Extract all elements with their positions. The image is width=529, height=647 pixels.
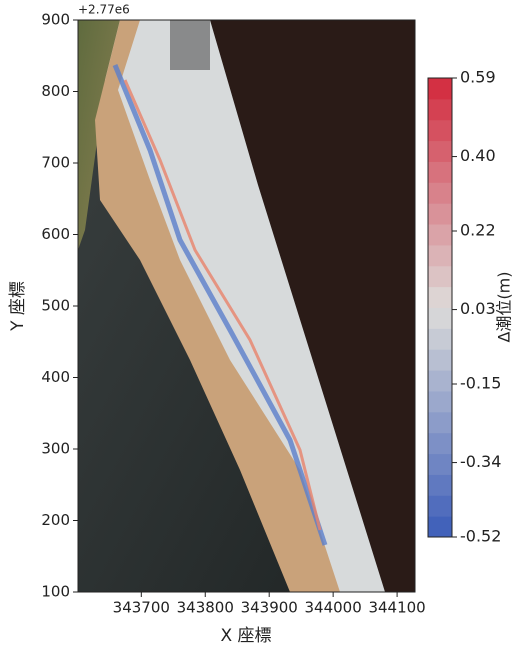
- colorbar-tick-label: -0.15: [460, 374, 501, 393]
- colorbar-tick-label: 0.59: [460, 68, 496, 87]
- x-tick-label: 343800: [177, 599, 234, 617]
- y-tick-label: 500: [41, 297, 70, 315]
- y-tick-label: 400: [41, 368, 70, 386]
- x-tick-label: 343900: [241, 599, 298, 617]
- colorbar-band: [428, 99, 452, 120]
- colorbar-band: [428, 328, 452, 349]
- colorbar-band: [428, 203, 452, 224]
- colorbar-band: [428, 391, 452, 412]
- y-axis-label: Y 座標: [8, 281, 28, 332]
- offset-text: +2.77e6: [78, 3, 130, 17]
- x-tick-label: 343700: [113, 599, 170, 617]
- colorbar-band: [428, 245, 452, 266]
- colorbar-tick-label: 0.22: [460, 221, 496, 240]
- y-tick-label: 900: [41, 11, 70, 29]
- chart: +2.77e6 X 座標 Y 座標 Δ潮位(m) 343700 343800 343…: [0, 0, 529, 647]
- colorbar: [428, 78, 452, 538]
- colorbar-band: [428, 454, 452, 475]
- colorbar-band: [428, 78, 452, 99]
- colorbar-band: [428, 141, 452, 162]
- colorbar-band: [428, 182, 452, 203]
- y-tick-label: 300: [41, 440, 70, 458]
- y-tick-label: 600: [41, 225, 70, 243]
- colorbar-tick-label: 0.03: [460, 299, 496, 318]
- colorbar-band: [428, 287, 452, 308]
- colorbar-band: [428, 120, 452, 141]
- colorbar-tick-label: -0.34: [460, 452, 501, 471]
- colorbar-band: [428, 412, 452, 433]
- x-tick-label: 344100: [368, 599, 425, 617]
- structure: [170, 20, 210, 70]
- x-axis-label: X 座標: [220, 626, 271, 646]
- y-tick-label: 700: [41, 154, 70, 172]
- colorbar-band: [428, 266, 452, 287]
- y-tick-label: 100: [41, 583, 70, 601]
- x-tick-label: 344000: [305, 599, 362, 617]
- colorbar-band: [428, 308, 452, 329]
- colorbar-band: [428, 516, 452, 537]
- colorbar-band: [428, 349, 452, 370]
- y-tick-label: 800: [41, 82, 70, 100]
- colorbar-tick-label: -0.52: [460, 527, 501, 546]
- y-tick-label: 200: [41, 511, 70, 529]
- colorbar-band: [428, 433, 452, 454]
- colorbar-band: [428, 161, 452, 182]
- map-image: [78, 20, 415, 592]
- colorbar-label: Δ潮位(m): [495, 271, 514, 342]
- colorbar-band: [428, 370, 452, 391]
- colorbar-band: [428, 474, 452, 495]
- colorbar-tick-label: 0.40: [460, 146, 496, 165]
- colorbar-band: [428, 495, 452, 516]
- colorbar-band: [428, 224, 452, 245]
